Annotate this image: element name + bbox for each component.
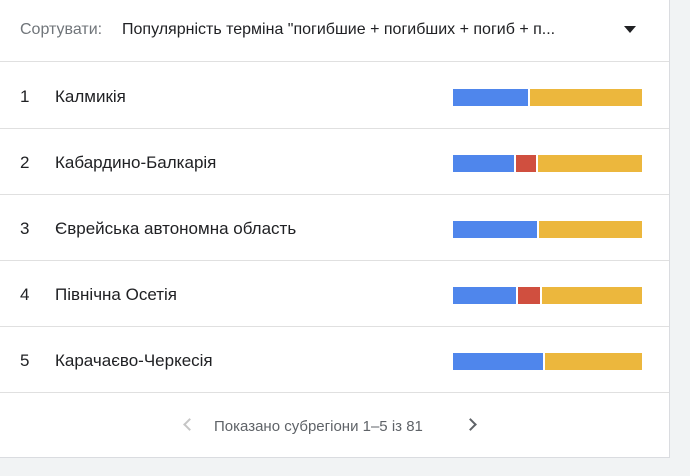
share-segment-blue <box>453 287 516 304</box>
row-region-name[interactable]: Єврейська автономна область <box>55 219 297 238</box>
dropdown-arrow-icon[interactable] <box>624 26 636 33</box>
row-rank: 3 <box>20 219 30 238</box>
share-segment-yellow <box>542 287 642 304</box>
share-segment-yellow <box>538 155 642 172</box>
share-bar <box>453 89 642 106</box>
row-region-name[interactable]: Північна Осетія <box>55 285 177 304</box>
share-segment-red <box>517 287 541 304</box>
pagination-info: Показано субрегіони 1–5 із 81 <box>214 418 423 435</box>
table-row[interactable]: 5 Карачаєво-Черкесія <box>0 327 669 393</box>
row-region-name[interactable]: Калмикія <box>55 87 126 106</box>
share-segment-yellow <box>544 353 642 370</box>
subregion-card: Сортувати: Популярність терміна "погибши… <box>0 0 670 458</box>
row-region-name[interactable]: Карачаєво-Черкесія <box>55 351 213 370</box>
share-segment-yellow <box>529 89 642 106</box>
table-row[interactable]: 4 Північна Осетія <box>0 261 669 327</box>
row-rank: 4 <box>20 285 30 304</box>
row-rank: 5 <box>20 351 30 370</box>
row-rank: 2 <box>20 153 30 172</box>
share-segment-blue <box>453 89 528 106</box>
table-row[interactable]: 3 Єврейська автономна область <box>0 195 669 261</box>
sort-dropdown[interactable]: Сортувати: Популярність терміна "погибши… <box>0 0 669 62</box>
share-bar <box>453 155 642 172</box>
sort-selected-value[interactable]: Популярність терміна "погибшие + погибши… <box>122 21 556 38</box>
row-rank: 1 <box>20 87 30 106</box>
share-segment-blue <box>453 353 543 370</box>
sort-label: Сортувати: <box>20 21 103 38</box>
share-bar <box>453 353 642 370</box>
share-segment-blue <box>453 221 538 238</box>
share-bar <box>453 287 642 304</box>
chevron-right-icon[interactable] <box>464 418 477 431</box>
table-row[interactable]: 2 Кабардино-Балкарія <box>0 129 669 195</box>
share-segment-blue <box>453 155 515 172</box>
pagination: Показано субрегіони 1–5 із 81 <box>0 393 669 457</box>
row-region-name[interactable]: Кабардино-Балкарія <box>55 153 217 172</box>
chevron-left-icon[interactable] <box>183 418 196 431</box>
table-row[interactable]: 1 Калмикія <box>0 63 669 129</box>
share-segment-red <box>516 155 537 172</box>
share-segment-yellow <box>539 221 642 238</box>
share-bar <box>453 221 642 238</box>
